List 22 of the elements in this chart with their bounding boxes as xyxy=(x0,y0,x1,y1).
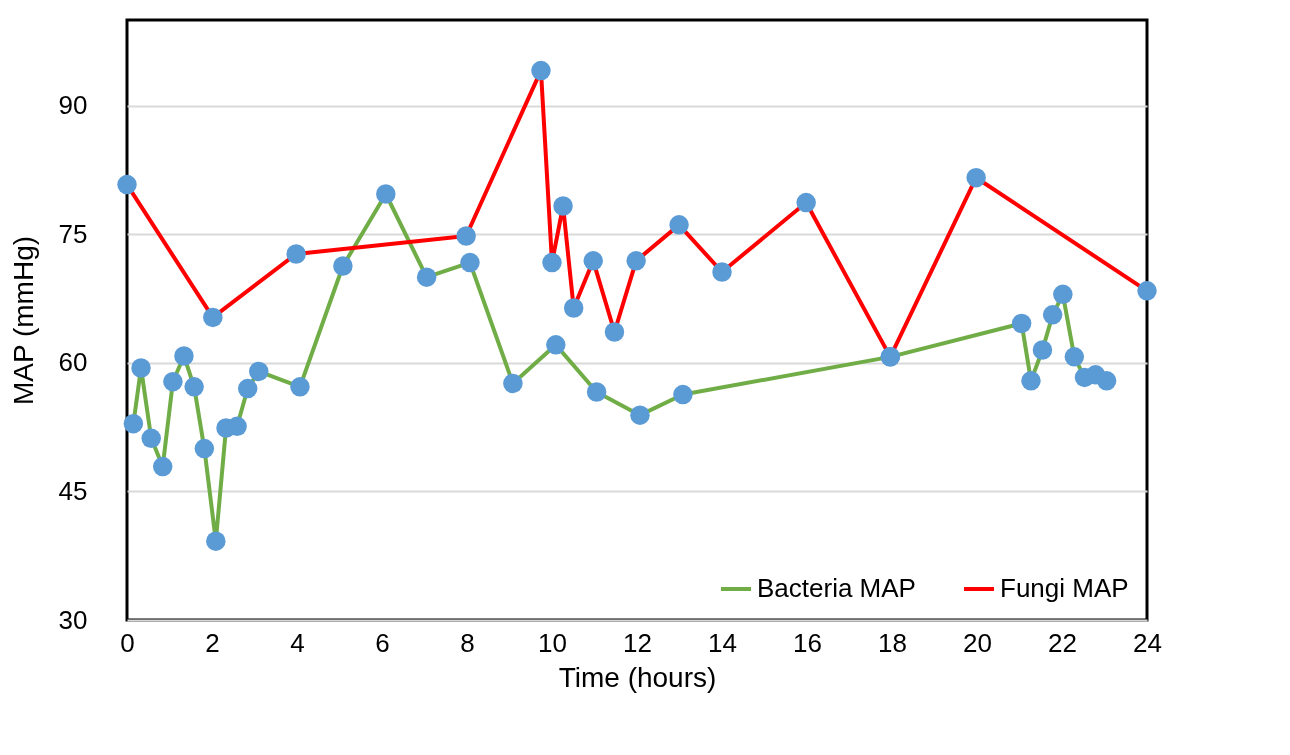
x-tick-label: 2 xyxy=(205,627,220,658)
y-axis-title: MAP (mmHg) xyxy=(7,235,39,406)
legend-label: Bacteria MAP xyxy=(757,573,916,603)
x-tick-label: 8 xyxy=(460,627,475,658)
x-tick-label: 6 xyxy=(375,627,390,658)
y-tick-label: 45 xyxy=(58,475,88,506)
x-tick-label: 24 xyxy=(1133,627,1162,658)
x-tick-label: 16 xyxy=(793,627,822,658)
x-tick-label: 18 xyxy=(878,627,907,658)
x-tick-label: 14 xyxy=(708,627,737,658)
y-tick-label: 60 xyxy=(58,347,88,378)
y-tick-label: 75 xyxy=(58,218,88,249)
x-axis-title: Time (hours) xyxy=(558,661,717,693)
y-tick-label: 90 xyxy=(58,90,88,121)
x-tick-label: 4 xyxy=(290,627,305,658)
x-tick-label: 12 xyxy=(623,627,652,658)
x-tick-label: 22 xyxy=(1048,627,1077,658)
x-tick-label: 20 xyxy=(963,627,992,658)
y-tick-label: 30 xyxy=(58,604,88,635)
x-tick-label: 10 xyxy=(538,627,567,658)
legend-label: Fungi MAP xyxy=(1000,573,1129,603)
x-tick-label: 0 xyxy=(120,627,135,658)
